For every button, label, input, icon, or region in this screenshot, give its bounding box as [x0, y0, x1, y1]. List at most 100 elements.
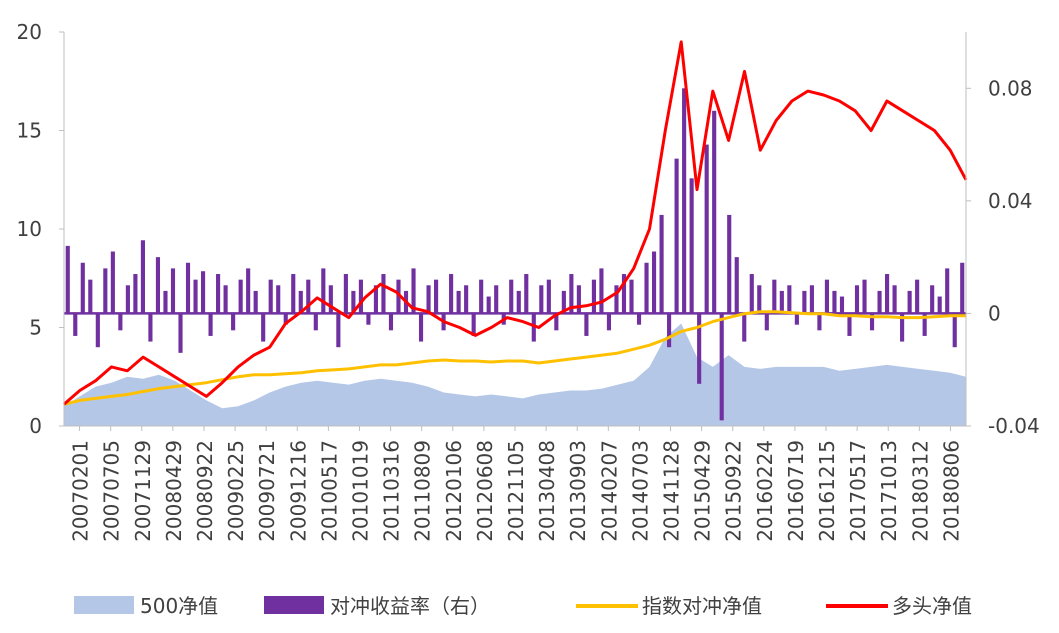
x-tick-label: 20091216: [286, 440, 310, 542]
right-tick-label: -0.04: [988, 414, 1040, 438]
hedge-return-bar: [133, 274, 138, 314]
x-tick-label: 20140207: [597, 440, 621, 542]
hedge-return-bar: [704, 144, 709, 314]
hedge-return-bar: [516, 290, 521, 314]
hedge-return-bar: [103, 268, 108, 314]
hedge-return-bar: [667, 313, 672, 348]
hedge-return-bar: [606, 313, 612, 331]
x-tick-label: 20070705: [100, 440, 124, 542]
hedge-return-bar: [907, 290, 912, 314]
hedge-return-bar: [88, 279, 93, 314]
hedge-return-bar: [276, 285, 281, 314]
hedge-return-bar: [343, 274, 348, 314]
x-tick-label: 20120106: [442, 440, 466, 542]
hedge-return-bar: [824, 279, 829, 314]
hedge-return-bar: [524, 274, 529, 314]
x-tick-label: 20141128: [660, 440, 684, 542]
x-tick-label: 20130903: [566, 440, 590, 542]
x-tick-label: 20180806: [939, 440, 963, 542]
hedge-return-bar: [110, 251, 115, 314]
hedge-return-bar: [697, 313, 702, 384]
hedge-return-bar: [885, 274, 890, 314]
hedge-return-bar: [892, 285, 897, 314]
left-axis-ticks: 0 5 10 15 20: [17, 20, 64, 438]
hedge-return-bar: [862, 279, 867, 314]
hedge-return-bar: [261, 313, 266, 342]
hedge-return-bar: [712, 110, 717, 314]
hedge-return-bar: [734, 257, 739, 314]
hedge-return-bar: [621, 274, 627, 314]
hedge-return-bar: [794, 313, 799, 325]
x-tick-label: 20120608: [473, 440, 497, 542]
hedge-return-bar: [809, 285, 814, 314]
x-tick-label: 20171013: [877, 440, 901, 542]
left-tick-label: 5: [29, 316, 42, 340]
hedge-return-bar: [749, 274, 754, 314]
hedge-return-bar: [283, 313, 288, 325]
x-tick-label: 20150429: [691, 440, 715, 542]
hedge-return-bar: [915, 279, 920, 314]
right-tick-label: 0.08: [988, 76, 1033, 100]
legend-label-hedge_nav: 指数对冲净值: [642, 594, 762, 618]
hedge-return-bar: [313, 313, 318, 331]
hedge-return-bar: [185, 262, 191, 314]
hedge-return-bar: [764, 313, 769, 331]
hedge-return-bar: [945, 268, 950, 314]
right-axis-ticks: -0.04 0 0.04 0.08: [966, 76, 1040, 438]
hedge-return-bar: [155, 257, 161, 314]
legend-swatch-hedge_return: [264, 596, 324, 614]
hedge-return-bar: [388, 313, 394, 331]
hedge-return-bar: [456, 290, 461, 314]
hedge-return-bar: [358, 279, 363, 314]
hedge-return-bar: [80, 262, 85, 314]
legend-label-csi500: 500净值: [140, 594, 218, 618]
hedge-return-bar: [148, 313, 153, 342]
x-tick-label: 20160719: [784, 440, 808, 542]
hedge-return-bar: [381, 274, 386, 314]
hedge-return-bar: [464, 285, 469, 314]
hedge-return-bar: [599, 268, 604, 314]
hedge-return-bar: [125, 285, 130, 314]
hedge-return-bar: [757, 285, 762, 314]
x-tick-label: 20161215: [815, 440, 839, 542]
hedge-return-bar: [449, 274, 454, 314]
x-tick-label: 20090225: [224, 440, 248, 542]
hedge-return-bar: [614, 285, 619, 314]
hedge-return-bar: [231, 313, 236, 331]
hedge-return-bar: [576, 285, 581, 314]
hedge-return-bar: [952, 313, 957, 348]
hedge-return-bar: [742, 313, 747, 342]
hedge-return-bar: [839, 296, 845, 314]
hedge-return-bar: [937, 296, 942, 314]
hedge-return-bar: [539, 285, 544, 314]
hedge-return-bar: [779, 290, 784, 314]
hedge-return-bar: [373, 285, 378, 314]
x-tick-label: 20080922: [193, 440, 217, 542]
hedge-return-bar: [351, 290, 356, 314]
hedge-return-bar: [584, 313, 589, 336]
hedge-return-bar: [832, 290, 837, 314]
hedge-return-bar: [163, 290, 168, 314]
hedge-return-bar: [298, 290, 303, 314]
hedge-return-bar: [817, 313, 822, 331]
x-tick-label: 20090721: [255, 440, 279, 542]
hedge-return-bar: [900, 313, 905, 342]
x-tick-label: 20110316: [380, 440, 404, 542]
hedge-return-bar: [321, 268, 326, 314]
hedge-return-bar: [178, 313, 183, 353]
hedge-return-bar: [216, 274, 221, 314]
legend-label-hedge_return: 对冲收益率（右）: [330, 594, 490, 618]
left-tick-label: 10: [17, 217, 42, 241]
hedge-return-bar: [291, 274, 296, 314]
hedge-return-bar: [659, 214, 664, 314]
x-tick-label: 20180312: [908, 440, 932, 542]
hedge-return-bar: [869, 313, 875, 331]
long-nav-line: [63, 40, 968, 406]
hedge-return-bar: [238, 279, 243, 314]
hedge-return-bar: [854, 285, 860, 314]
hedge-return-bar: [328, 285, 333, 314]
legend-label-long_nav: 多头净值: [892, 594, 972, 618]
x-tick-label: 20170517: [846, 440, 870, 542]
hedge-return-bar: [471, 313, 476, 336]
x-tick-label: 20110809: [411, 440, 435, 542]
